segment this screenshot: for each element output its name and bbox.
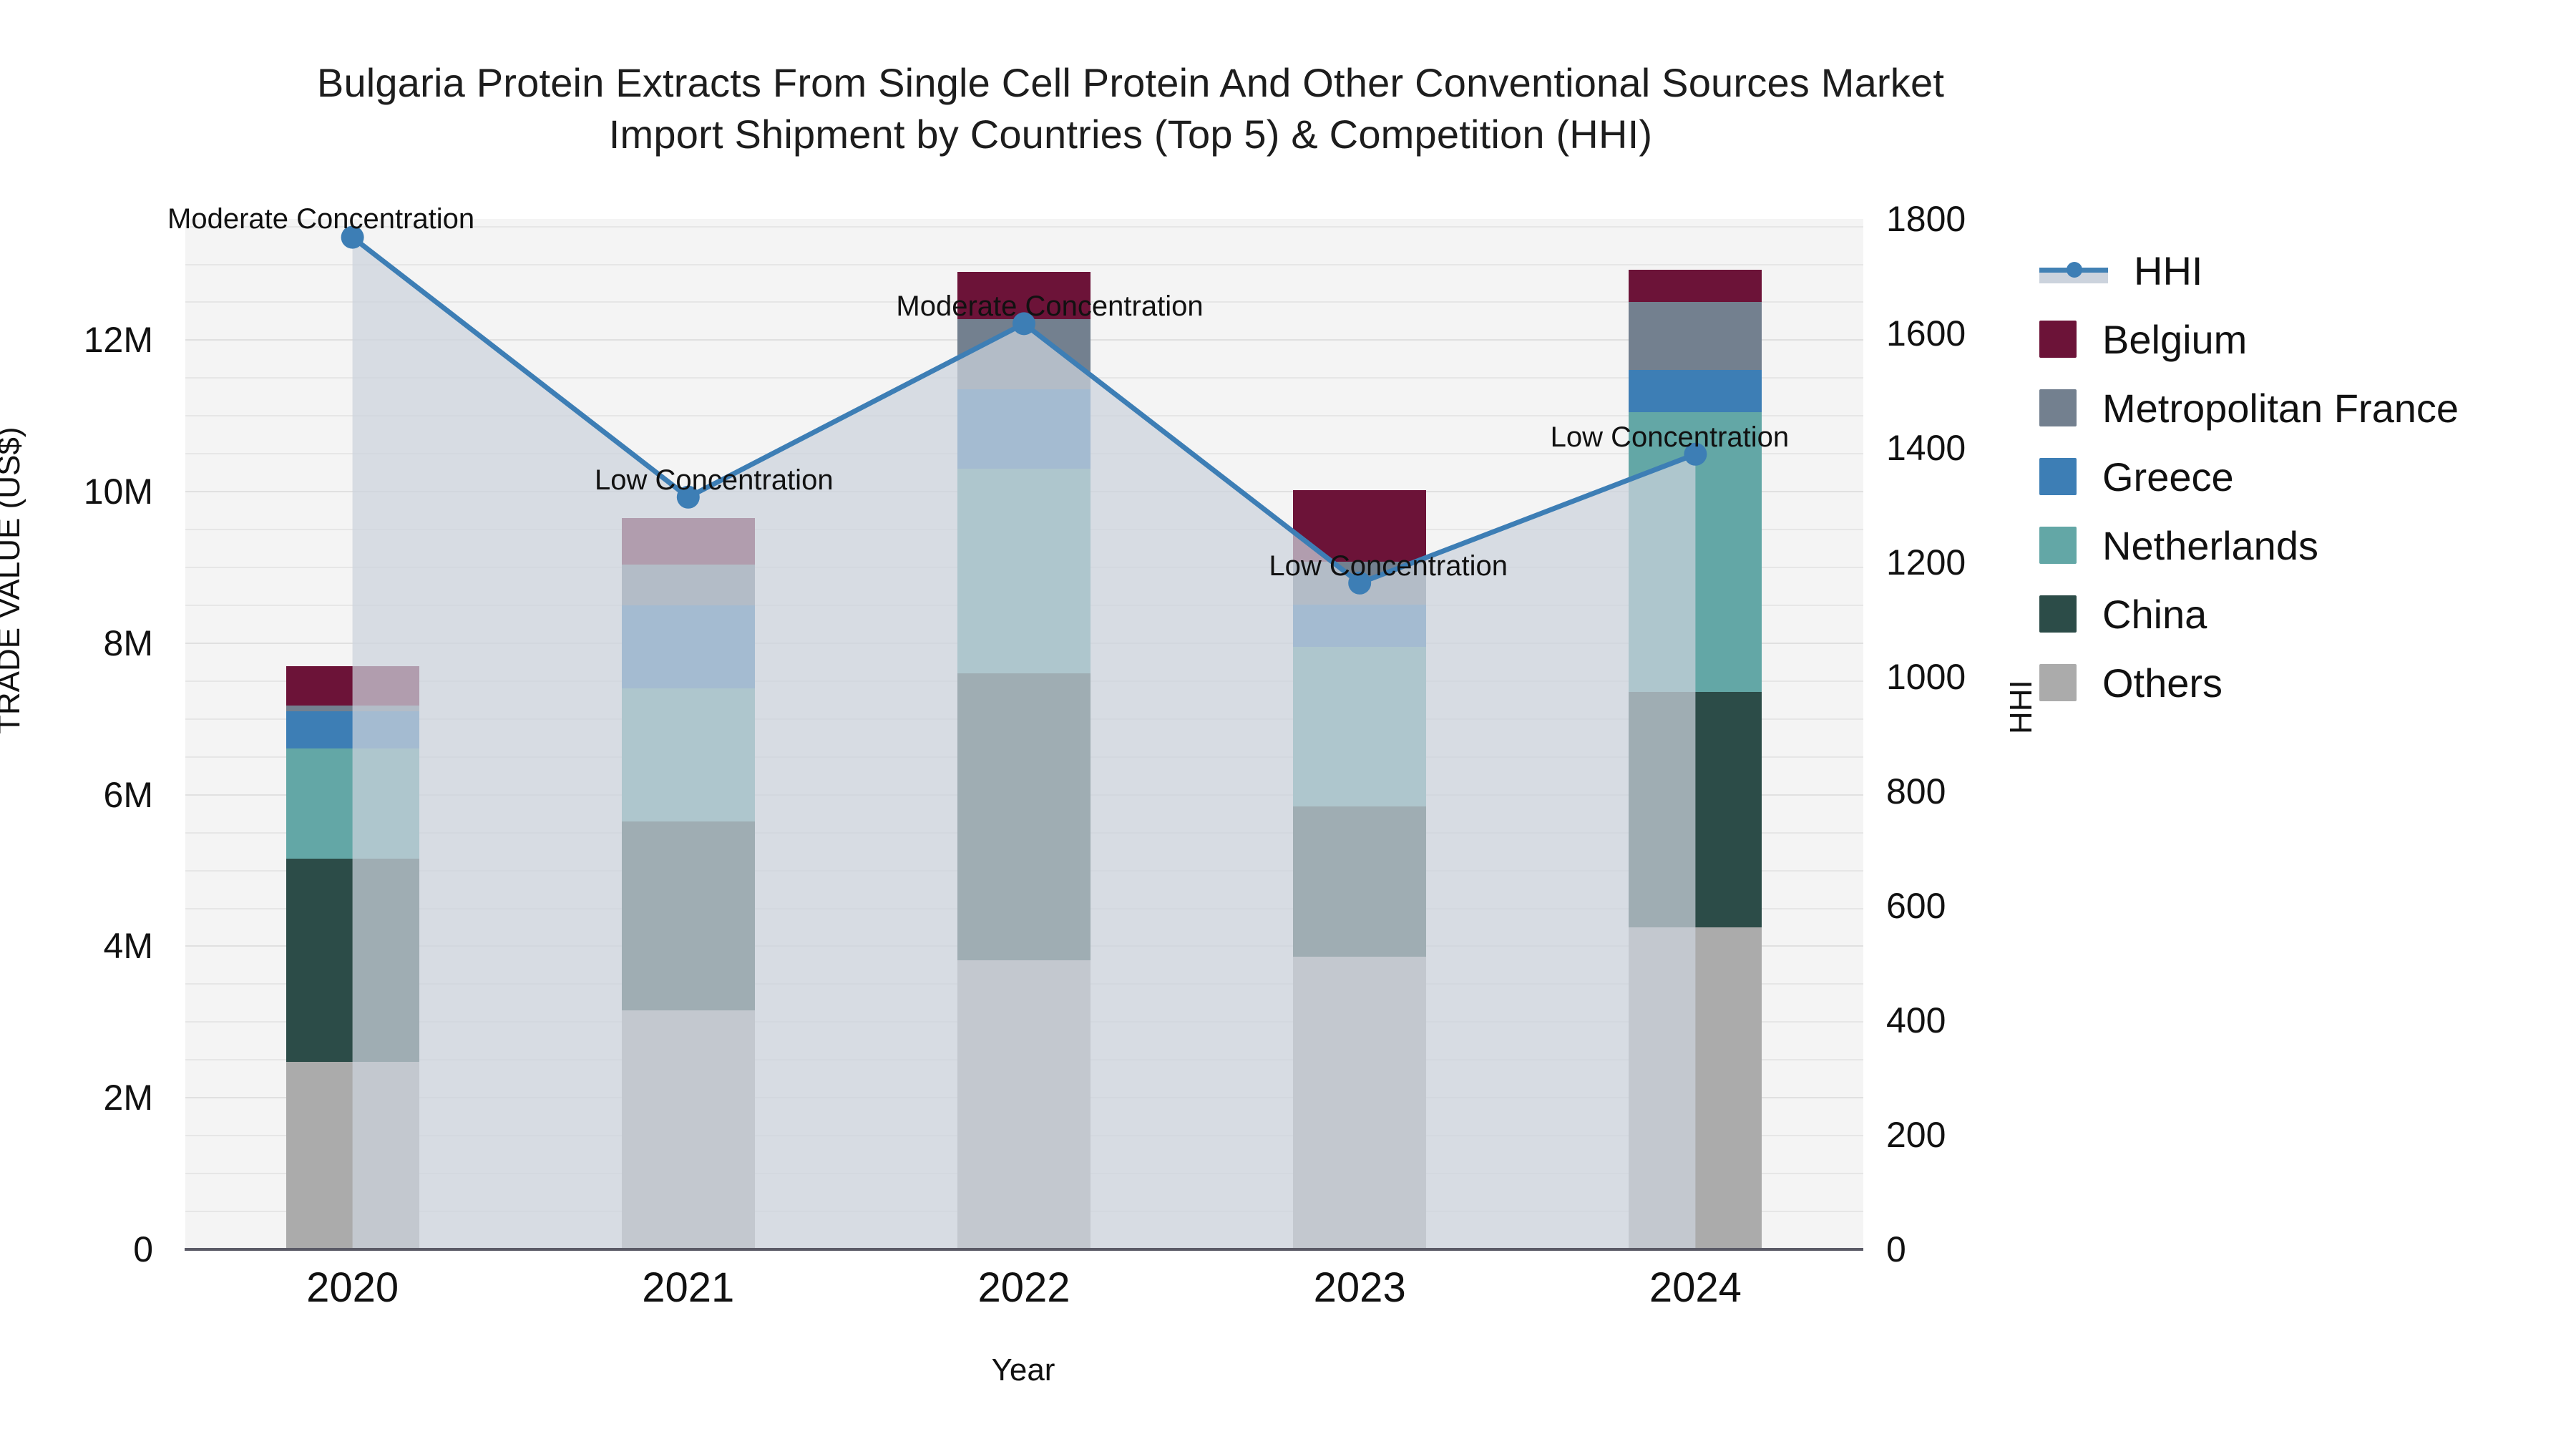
legend-swatch-icon bbox=[2039, 389, 2077, 426]
y-axis-left-tick-label: 12M bbox=[83, 320, 153, 361]
bar-group-2023[interactable] bbox=[1293, 219, 1427, 1249]
legend-item-others[interactable]: Others bbox=[2039, 648, 2555, 717]
y-axis-right-tick-label: 1000 bbox=[1886, 657, 1966, 697]
gridline bbox=[185, 225, 1863, 228]
bar-segment-others[interactable] bbox=[1293, 957, 1427, 1249]
y-axis-left-tick-label: 2M bbox=[103, 1078, 153, 1118]
legend-swatch-icon bbox=[2039, 664, 2077, 701]
y-axis-right-tick-label: 800 bbox=[1886, 771, 1946, 811]
y-axis-right-tick-label: 1400 bbox=[1886, 428, 1966, 468]
x-axis-title: Year bbox=[991, 1352, 1055, 1387]
legend-item-label: China bbox=[2102, 591, 2207, 637]
annotation-2021: Low Concentration bbox=[595, 464, 834, 496]
bar-segment-others[interactable] bbox=[957, 960, 1091, 1249]
bar-segment-china[interactable] bbox=[286, 858, 419, 1063]
bar-segment-netherlands[interactable] bbox=[621, 688, 755, 821]
y-axis-left-line bbox=[183, 219, 185, 1249]
hhi-line-marker-icon bbox=[2039, 252, 2108, 289]
y-axis-right-tick-label: 1600 bbox=[1886, 313, 1966, 353]
legend-item-label: Others bbox=[2102, 660, 2223, 706]
bar-segment-greece[interactable] bbox=[1629, 369, 1762, 412]
legend-item-label: Belgium bbox=[2102, 316, 2248, 362]
legend-item-metropolitan-france[interactable]: Metropolitan France bbox=[2039, 374, 2555, 442]
legend-swatch-icon bbox=[2039, 595, 2077, 633]
bar-segment-belgium[interactable] bbox=[1629, 269, 1762, 303]
chart-title-line2: Import Shipment by Countries (Top 5) & C… bbox=[608, 111, 1653, 157]
legend-item-greece[interactable]: Greece bbox=[2039, 442, 2555, 511]
x-axis-line bbox=[185, 1248, 1863, 1251]
bar-segment-netherlands[interactable] bbox=[286, 748, 419, 859]
bar-segment-china[interactable] bbox=[957, 673, 1091, 960]
bar-segment-metropolitan-france[interactable] bbox=[1629, 302, 1762, 370]
y-axis-right-tick-label: 1800 bbox=[1886, 199, 1966, 239]
legend-item-label: Metropolitan France bbox=[2102, 385, 2459, 431]
plot-area bbox=[185, 219, 1863, 1250]
legend-item-label: Greece bbox=[2102, 454, 2234, 499]
y-axis-left-tick-label: 0 bbox=[133, 1229, 153, 1269]
y-axis-right-tick-label: 600 bbox=[1886, 886, 1946, 926]
legend-item-label: HHI bbox=[2134, 248, 2203, 293]
bar-segment-china[interactable] bbox=[621, 821, 755, 1011]
legend-item-label: Netherlands bbox=[2102, 522, 2318, 568]
bar-segment-metropolitan-france[interactable] bbox=[957, 318, 1091, 390]
y-axis-right-tick-label: 1200 bbox=[1886, 542, 1966, 582]
bar-group-2022[interactable] bbox=[957, 219, 1091, 1249]
bar-segment-metropolitan-france[interactable] bbox=[286, 705, 419, 712]
annotation-2023: Low Concentration bbox=[1269, 550, 1508, 582]
y-axis-left-ticks: 0 2M 4M 6M 8M 10M 12M bbox=[84, 219, 167, 1269]
bar-segment-netherlands[interactable] bbox=[1629, 412, 1762, 692]
y-axis-right-tick-label: 400 bbox=[1886, 1000, 1946, 1040]
bar-segment-greece[interactable] bbox=[621, 605, 755, 689]
y-axis-right-tick-label: 200 bbox=[1886, 1115, 1946, 1155]
bar-segment-greece[interactable] bbox=[957, 389, 1091, 469]
x-axis-tick-label-2024: 2024 bbox=[1649, 1264, 1742, 1311]
legend-swatch-icon bbox=[2039, 321, 2077, 358]
legend-item-belgium[interactable]: Belgium bbox=[2039, 305, 2555, 374]
chart-title-line1: Bulgaria Protein Extracts From Single Ce… bbox=[316, 60, 1945, 105]
legend-swatch-icon bbox=[2039, 458, 2077, 495]
y-axis-left-tick-label: 4M bbox=[103, 926, 153, 967]
bar-segment-netherlands[interactable] bbox=[1293, 647, 1427, 806]
hhi-dot-icon bbox=[2067, 262, 2082, 278]
bar-segment-china[interactable] bbox=[1629, 691, 1762, 927]
bar-segment-others[interactable] bbox=[286, 1062, 419, 1249]
y-axis-right-tick-label: 0 bbox=[1886, 1229, 1906, 1269]
bar-group-2021[interactable] bbox=[621, 219, 755, 1249]
y-axis-left-title: TRADE VALUE (US$) bbox=[0, 426, 26, 735]
legend-swatch-icon bbox=[2039, 527, 2077, 564]
bar-group-2024[interactable] bbox=[1629, 219, 1762, 1249]
annotation-2020: Moderate Concentration bbox=[167, 203, 475, 235]
x-axis-tick-label-2022: 2022 bbox=[977, 1264, 1070, 1311]
bar-segment-metropolitan-france[interactable] bbox=[621, 564, 755, 605]
bar-segment-belgium[interactable] bbox=[286, 665, 419, 706]
x-axis-tick-label-2023: 2023 bbox=[1313, 1264, 1406, 1311]
annotation-2022: Moderate Concentration bbox=[896, 291, 1204, 323]
bar-group-2020[interactable] bbox=[286, 219, 419, 1249]
y-axis-left-tick-label: 8M bbox=[103, 623, 153, 663]
bar-segment-china[interactable] bbox=[1293, 806, 1427, 957]
y-axis-right-title: HHI bbox=[2004, 680, 2039, 734]
legend: HHI Belgium Metropolitan France Greece Nethe… bbox=[2039, 236, 2555, 717]
y-axis-left-tick-label: 10M bbox=[83, 472, 153, 512]
y-axis-right-ticks: 0 200 400 600 800 1000 1200 1400 1600 1800 bbox=[1875, 199, 2046, 1269]
bar-segment-greece[interactable] bbox=[1293, 604, 1427, 648]
legend-item-hhi[interactable]: HHI bbox=[2039, 236, 2555, 305]
x-axis-tick-label-2021: 2021 bbox=[642, 1264, 735, 1311]
legend-item-china[interactable]: China bbox=[2039, 580, 2555, 648]
bar-series-container bbox=[185, 219, 1863, 1249]
y-axis-left-tick-label: 6M bbox=[103, 774, 153, 815]
x-axis-tick-label-2020: 2020 bbox=[306, 1264, 399, 1311]
bar-segment-netherlands[interactable] bbox=[957, 469, 1091, 674]
chart-title: Bulgaria Protein Extracts From Single Ce… bbox=[0, 57, 2261, 160]
legend-item-netherlands[interactable]: Netherlands bbox=[2039, 511, 2555, 580]
bar-segment-greece[interactable] bbox=[286, 711, 419, 749]
annotation-2024: Low Concentration bbox=[1550, 421, 1790, 453]
bar-segment-belgium[interactable] bbox=[621, 518, 755, 565]
bar-segment-others[interactable] bbox=[621, 1010, 755, 1249]
bar-segment-others[interactable] bbox=[1629, 927, 1762, 1249]
